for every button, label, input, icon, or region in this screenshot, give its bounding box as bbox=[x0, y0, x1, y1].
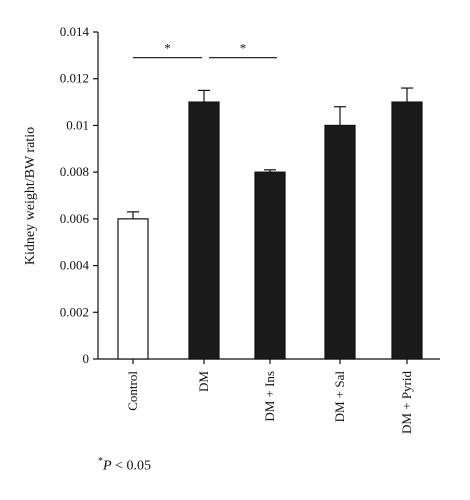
y-tick-label: 0.01 bbox=[66, 117, 89, 132]
significance-markers: * * bbox=[133, 41, 277, 59]
y-tick-label: 0.008 bbox=[60, 164, 89, 179]
bar-0 bbox=[117, 218, 149, 360]
y-axis-title: Kidney weight/BW ratio bbox=[23, 127, 38, 265]
significance-star: * bbox=[164, 41, 171, 56]
y-tick-label: 0.006 bbox=[60, 211, 90, 226]
y-tick-label: 0.004 bbox=[60, 258, 90, 273]
footnote-text: < 0.05 bbox=[111, 458, 151, 474]
y-axis: 0 0.002 0.004 0.006 0.008 0.01 0.012 0.014 bbox=[60, 24, 99, 366]
x-tick-label: DM + Pyrid bbox=[399, 371, 414, 434]
footnote: *P < 0.05 bbox=[98, 456, 151, 475]
bars bbox=[117, 87, 423, 360]
footnote-marker: * bbox=[98, 456, 103, 467]
bar-3 bbox=[324, 124, 356, 360]
footnote-symbol: P bbox=[103, 458, 112, 474]
x-tick-label: DM + Sal bbox=[332, 371, 347, 423]
significance-star: * bbox=[240, 41, 247, 56]
bar-2 bbox=[254, 171, 286, 360]
y-tick-label: 0.014 bbox=[60, 24, 90, 39]
x-tick-label: DM bbox=[196, 371, 211, 392]
y-tick-label: 0.002 bbox=[60, 304, 89, 319]
y-tick-label: 0.012 bbox=[60, 71, 89, 86]
x-tick-label: Control bbox=[125, 371, 140, 411]
y-tick-label: 0 bbox=[83, 351, 90, 366]
x-tick-label: DM + Ins bbox=[262, 371, 277, 422]
x-axis: Control DM DM + Ins DM + Sal DM + Pyrid bbox=[98, 358, 440, 434]
bar-4 bbox=[391, 101, 423, 360]
bar-1 bbox=[188, 101, 220, 360]
